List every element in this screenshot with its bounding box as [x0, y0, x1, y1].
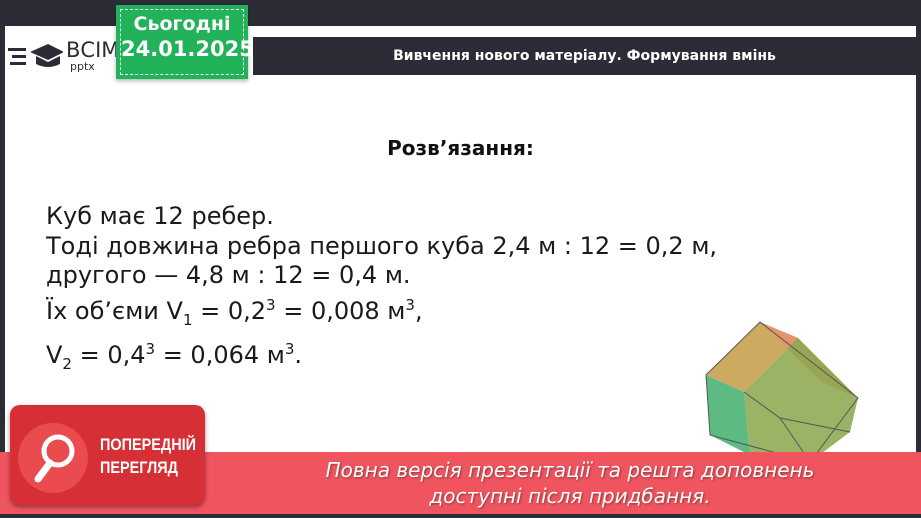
magnifier-icon [18, 423, 88, 493]
line: Тоді довжина ребра першого куба 2,4 м : … [46, 231, 718, 260]
graduation-cap-icon [8, 44, 64, 67]
solution-title: Розв’язання: [387, 136, 534, 160]
cube-illustration [705, 321, 859, 463]
header-title: Вивчення нового матеріалу. Формування вм… [253, 37, 916, 75]
line: V2 = 0,43 = 0,064 м3. [46, 339, 303, 373]
preview-line: ПЕРЕГЛЯД [100, 458, 178, 477]
logo: ВСІМ pptx [8, 38, 119, 74]
line: Їх об’єми V1 = 0,23 = 0,008 м3, [46, 295, 423, 329]
banner-line: Повна версія презентації та решта доповн… [325, 458, 815, 482]
date-value: 24.01.2025 [121, 37, 254, 61]
preview-badge[interactable]: ПОПЕРЕДНІЙ ПЕРЕГЛЯД [10, 405, 205, 505]
preview-line: ПОПЕРЕДНІЙ [100, 435, 197, 454]
line: другого — 4,8 м : 12 = 0,4 м. [46, 261, 411, 289]
line: Куб має 12 ребер. [46, 202, 274, 230]
solution-body: Куб має 12 ребер. Тоді довжина ребра пер… [46, 202, 717, 379]
date-label: Сьогодні [133, 13, 231, 35]
logo-sub: pptx [70, 60, 95, 73]
banner-line: доступні після придбання. [429, 484, 711, 508]
logo-brand: ВСІМ [66, 38, 120, 62]
date-tag: Сьогодні 24.01.2025 [116, 5, 254, 79]
